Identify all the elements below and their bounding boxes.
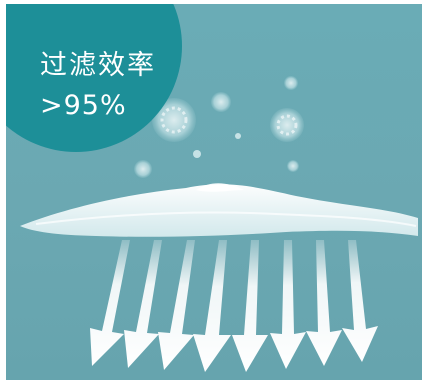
virus-particle-icon [211, 92, 231, 112]
arrows-group [90, 240, 378, 372]
virus-particle-icon [287, 160, 299, 172]
virus-particle-icon [193, 150, 201, 158]
virus-particle-icon [284, 76, 298, 90]
filter-illustration: 过滤效率 >95% [6, 4, 422, 380]
down-arrow-icon [193, 240, 231, 372]
virus-particle-icon [152, 98, 196, 142]
illustration-art [20, 62, 418, 372]
down-arrow-icon [124, 240, 162, 368]
down-arrow-icon [90, 240, 130, 366]
filter-fabric-icon [20, 183, 418, 237]
down-arrow-icon [270, 240, 306, 369]
down-arrow-icon [232, 240, 268, 372]
virus-particle-icon [270, 108, 304, 142]
badge-title: 过滤效率 [40, 50, 156, 81]
down-arrow-icon [158, 240, 195, 370]
virus-particle-icon [235, 133, 241, 139]
virus-particle-icon [134, 160, 152, 178]
down-arrow-icon [306, 240, 342, 366]
badge-value: >95% [40, 90, 127, 121]
down-arrow-icon [342, 240, 378, 362]
